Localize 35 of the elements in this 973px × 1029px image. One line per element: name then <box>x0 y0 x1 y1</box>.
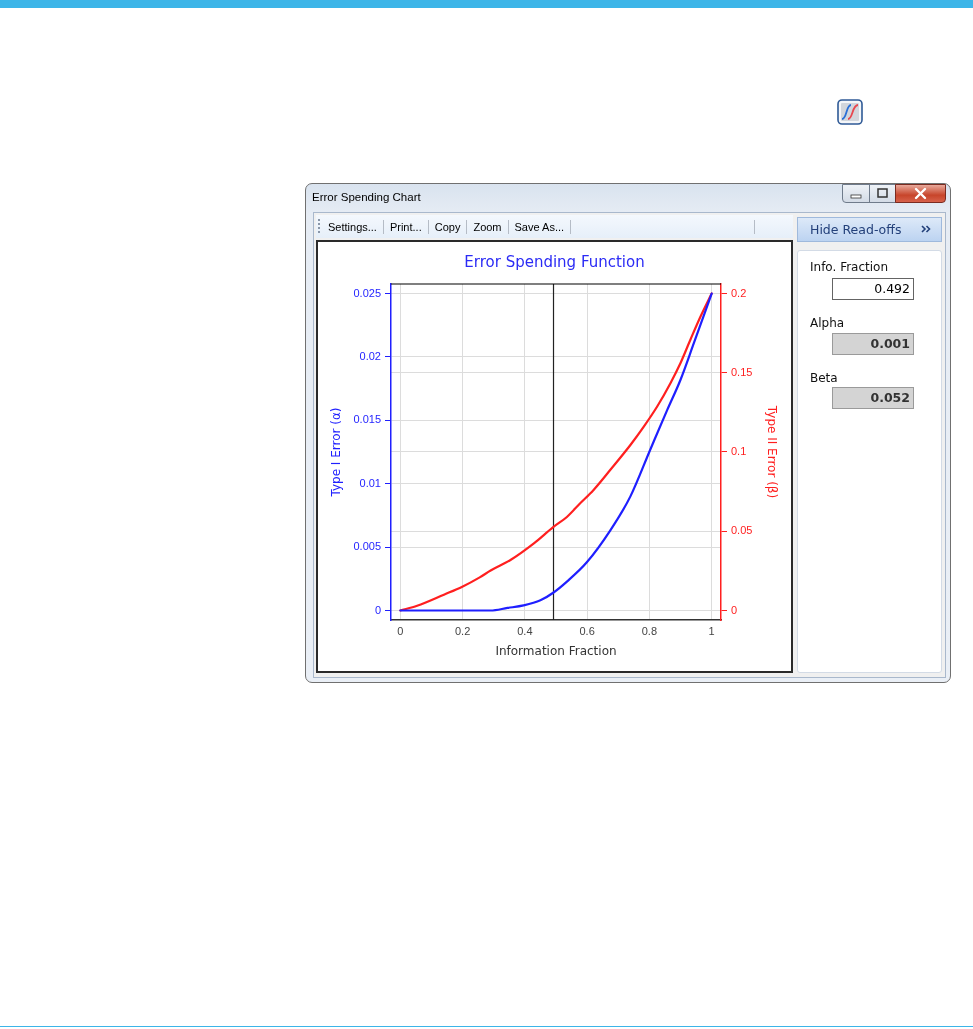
text: Hide Read-offs <box>810 222 902 237</box>
text: Error Spending Chart <box>312 191 421 203</box>
y2-tick-label: 0.2 <box>731 286 747 299</box>
y-tick-label: 0 <box>374 603 381 616</box>
text: Print... <box>389 221 422 233</box>
line-series <box>399 292 713 612</box>
text: Beta <box>810 371 838 385</box>
y2-tick-label: 0.15 <box>731 365 753 378</box>
x-tick-label: 0.8 <box>641 624 658 637</box>
x-tick-label: 1 <box>708 624 715 637</box>
y2-axis-title: Type II Error (β) <box>764 404 779 499</box>
y-tick-label: 0.01 <box>359 476 381 489</box>
x-axis-title: Information Fraction <box>495 643 617 658</box>
x-tick-label: 0.6 <box>579 624 595 637</box>
text: Alpha <box>810 315 845 330</box>
readonly-field: 0.001 <box>832 332 914 355</box>
y-tick-label: 0.015 <box>353 413 381 426</box>
readonly-field: 0.052 <box>832 387 914 409</box>
text: Save As... <box>514 221 565 233</box>
x-tick-label: 0.2 <box>454 624 471 637</box>
y-tick-label: 0.025 <box>353 286 381 299</box>
text: Settings... <box>328 221 377 233</box>
y-axis-title: Type I Error (α) <box>329 407 344 498</box>
chart-title: Error Spending Function <box>464 252 645 271</box>
text: Copy <box>434 221 461 233</box>
y2-tick-label: 0.1 <box>731 445 747 458</box>
text: Zoom <box>473 221 502 233</box>
y2-tick-label: 0.05 <box>731 524 753 537</box>
input-field: 0.492 <box>832 278 914 300</box>
x-tick-label: 0.4 <box>517 624 533 637</box>
x-tick-label: 0 <box>397 624 404 637</box>
y-tick-label: 0.02 <box>359 349 381 362</box>
y2-tick-label: 0 <box>731 603 738 616</box>
y-tick-label: 0.005 <box>353 540 381 553</box>
text: Info. Fraction <box>810 260 889 274</box>
